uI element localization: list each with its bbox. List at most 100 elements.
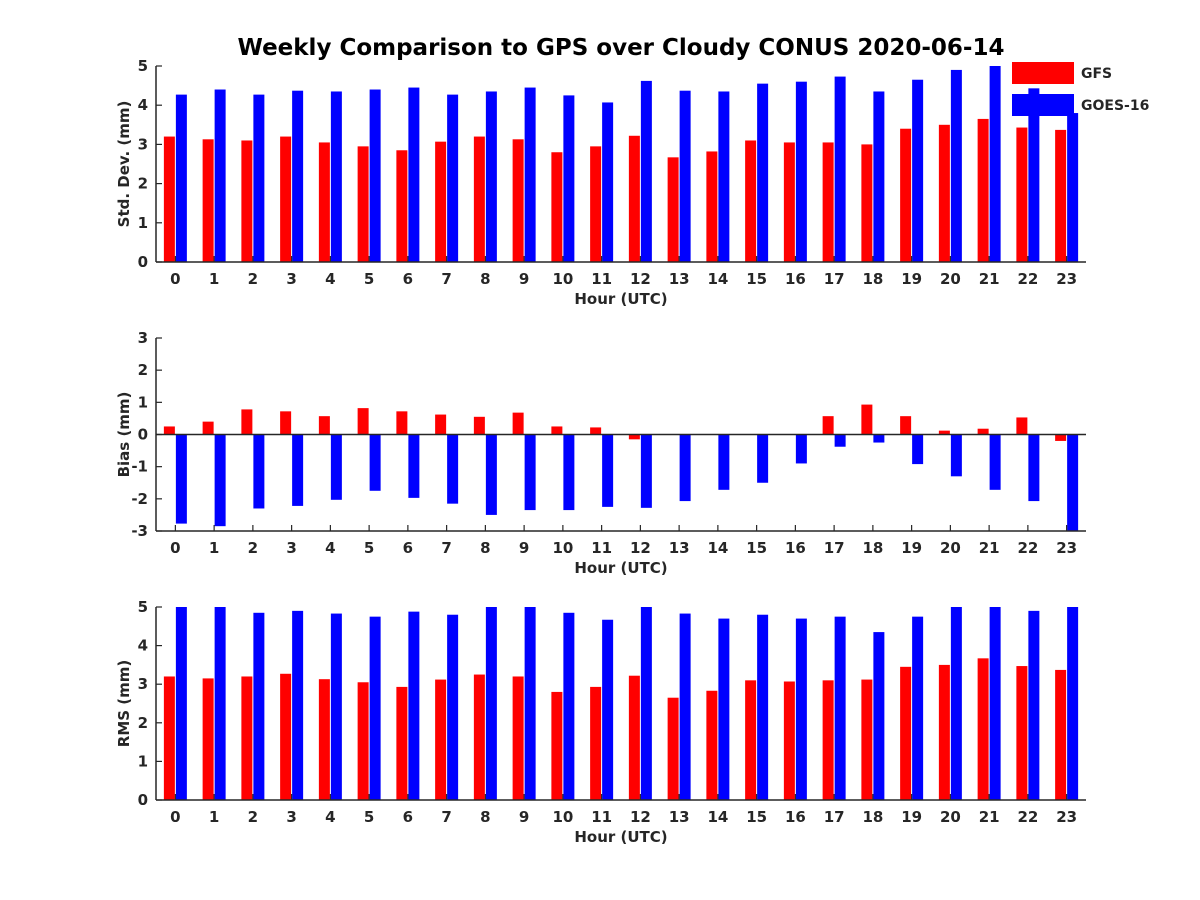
- bar-gfs-9: [512, 412, 524, 435]
- x-tick-label: 16: [785, 270, 806, 288]
- bar-goes-16-7: [447, 434, 459, 504]
- x-tick-label: 21: [979, 808, 1000, 826]
- x-tick-label: 0: [170, 270, 180, 288]
- bar-gfs-8: [473, 416, 485, 435]
- y-tick-label: 3: [138, 135, 148, 153]
- x-tick-label: 8: [480, 539, 490, 557]
- x-tick-label: 17: [824, 539, 845, 557]
- bar-gfs-1: [202, 678, 214, 800]
- bar-gfs-9: [512, 139, 524, 262]
- x-tick-label: 2: [248, 539, 258, 557]
- series-goes-16: [175, 66, 1079, 263]
- bar-gfs-22: [1016, 666, 1028, 800]
- bar-gfs-23: [1055, 129, 1067, 262]
- bar-goes-16-23: [1067, 434, 1079, 531]
- bar-goes-16-4: [330, 613, 342, 800]
- bar-gfs-19: [900, 666, 912, 800]
- y-tick-label: 2: [138, 361, 148, 379]
- bar-gfs-16: [783, 681, 795, 800]
- x-tick-label: 14: [707, 808, 728, 826]
- bar-goes-16-18: [873, 632, 885, 800]
- bar-gfs-0: [163, 676, 175, 800]
- bar-goes-16-2: [253, 434, 265, 509]
- x-tick-label: 16: [785, 808, 806, 826]
- x-tick-label: 14: [707, 270, 728, 288]
- x-tick-label: 6: [403, 808, 413, 826]
- bar-gfs-11: [590, 686, 602, 800]
- x-tick-label: 19: [901, 270, 922, 288]
- y-tick-label: 4: [138, 96, 148, 114]
- bar-gfs-11: [590, 146, 602, 262]
- x-tick-label: 13: [669, 808, 690, 826]
- bar-gfs-7: [435, 679, 447, 800]
- bar-goes-16-3: [292, 610, 304, 800]
- x-tick-label: 17: [824, 808, 845, 826]
- bar-gfs-23: [1055, 434, 1067, 441]
- bar-goes-16-8: [485, 607, 497, 800]
- x-tick-label: 11: [591, 808, 612, 826]
- series-gfs: [163, 118, 1067, 262]
- x-tick-label: 17: [824, 270, 845, 288]
- x-tick-label: 21: [979, 539, 1000, 557]
- bar-gfs-23: [1055, 669, 1067, 800]
- y-axis-label: Std. Dev. (mm): [115, 101, 133, 228]
- bar-goes-16-18: [873, 434, 885, 443]
- bar-gfs-17: [822, 680, 834, 800]
- y-tick-label: 0: [138, 426, 148, 444]
- y-axis-label: Bias (mm): [115, 392, 133, 478]
- x-tick-label: 18: [862, 808, 883, 826]
- bar-goes-16-16: [795, 618, 807, 800]
- bar-goes-16-5: [369, 434, 381, 491]
- x-tick-label: 8: [480, 270, 490, 288]
- bar-gfs-2: [241, 409, 253, 435]
- bar-goes-16-6: [408, 87, 420, 262]
- bar-goes-16-9: [524, 434, 536, 511]
- bar-goes-16-15: [757, 614, 769, 800]
- bar-gfs-12: [628, 434, 640, 440]
- bar-goes-16-20: [950, 607, 962, 800]
- bar-goes-16-4: [330, 91, 342, 262]
- bar-gfs-17: [822, 416, 834, 435]
- y-tick-label: 1: [138, 752, 148, 770]
- bar-goes-16-22: [1028, 610, 1040, 800]
- bar-goes-16-0: [175, 607, 187, 800]
- bar-gfs-2: [241, 676, 253, 800]
- y-tick-label: 3: [138, 329, 148, 347]
- x-tick-label: 23: [1056, 808, 1077, 826]
- x-tick-label: 3: [286, 270, 296, 288]
- bar-gfs-8: [473, 674, 485, 800]
- bar-gfs-18: [861, 404, 873, 435]
- bar-goes-16-12: [640, 434, 652, 508]
- bar-goes-16-20: [950, 434, 962, 477]
- x-tick-label: 1: [209, 539, 219, 557]
- bar-gfs-4: [318, 679, 330, 800]
- bar-gfs-0: [163, 426, 175, 435]
- x-tick-label: 4: [325, 539, 335, 557]
- bar-gfs-5: [357, 408, 369, 435]
- y-tick-label: 1: [138, 214, 148, 232]
- bar-gfs-13: [667, 157, 679, 262]
- bar-goes-16-0: [175, 94, 187, 262]
- bar-gfs-22: [1016, 127, 1028, 262]
- bar-gfs-10: [551, 691, 563, 800]
- bar-goes-16-11: [602, 434, 614, 507]
- y-tick-label: 5: [138, 57, 148, 75]
- bar-gfs-18: [861, 144, 873, 262]
- y-tick-label: -1: [131, 458, 148, 476]
- bar-goes-16-7: [447, 94, 459, 262]
- bar-gfs-2: [241, 140, 253, 262]
- bar-gfs-3: [280, 136, 292, 262]
- bar-gfs-16: [783, 142, 795, 262]
- x-tick-label: 7: [441, 270, 451, 288]
- x-tick-label: 18: [862, 270, 883, 288]
- x-tick-label: 20: [940, 539, 961, 557]
- bar-gfs-9: [512, 676, 524, 800]
- x-tick-label: 23: [1056, 270, 1077, 288]
- x-tick-label: 7: [441, 539, 451, 557]
- bar-goes-16-21: [989, 66, 1001, 262]
- bar-gfs-12: [628, 675, 640, 800]
- bar-goes-16-19: [912, 434, 924, 465]
- bar-gfs-6: [396, 686, 408, 800]
- bar-gfs-10: [551, 426, 563, 435]
